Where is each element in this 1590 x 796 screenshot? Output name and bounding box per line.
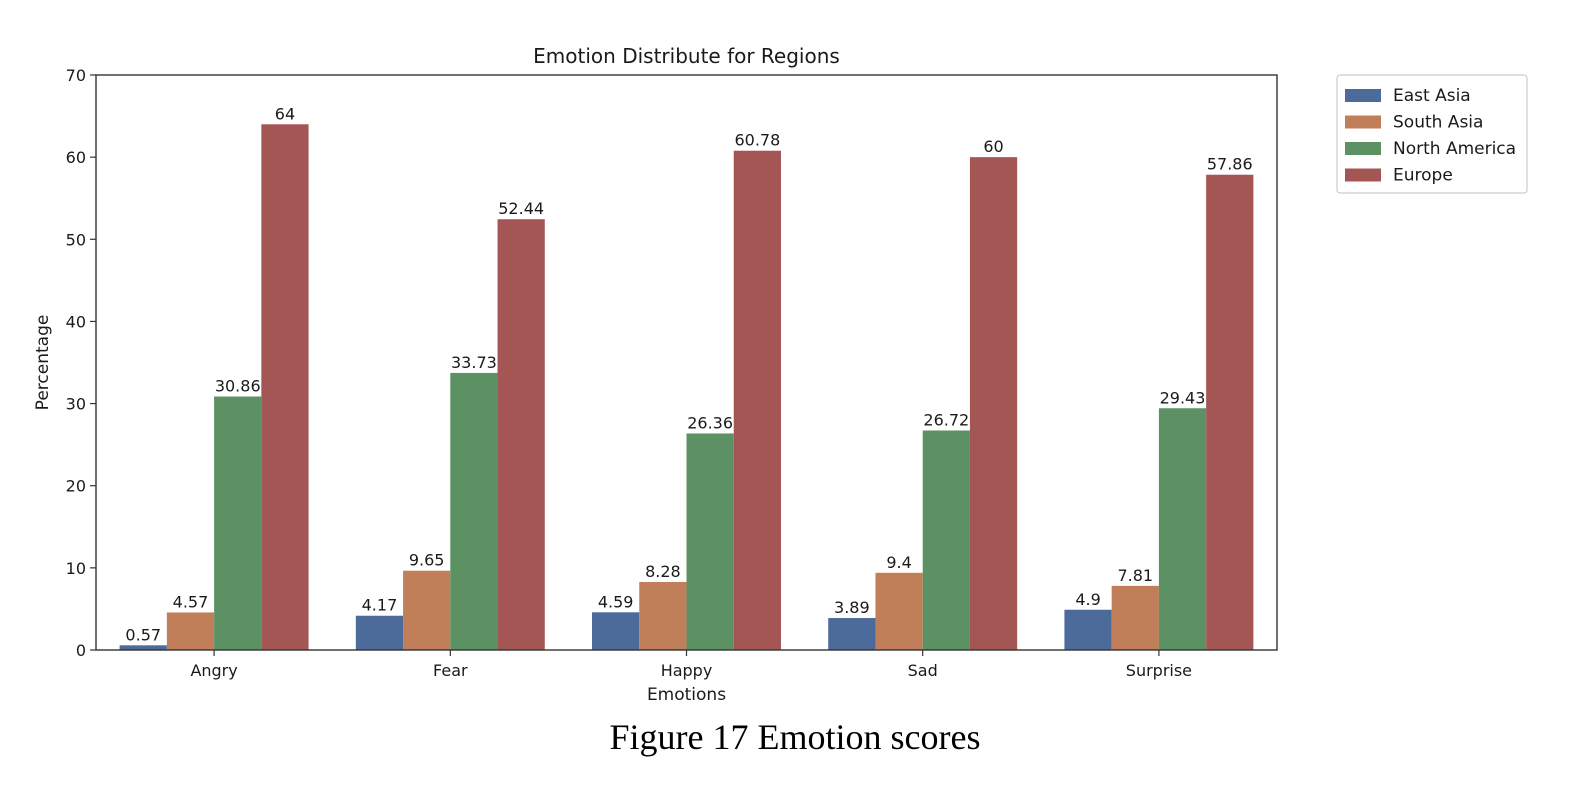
x-tick-label-angry: Angry (190, 661, 237, 680)
data-label-sad-south-asia: 9.4 (886, 553, 911, 572)
legend-swatch-north-america (1345, 142, 1381, 155)
data-label-happy-east-asia: 4.59 (598, 592, 634, 611)
data-label-angry-east-asia: 0.57 (125, 625, 161, 644)
data-label-surprise-south-asia: 7.81 (1117, 566, 1153, 585)
data-label-happy-south-asia: 8.28 (645, 562, 681, 581)
bar-fear-south-asia (403, 570, 451, 650)
x-tick-label-sad: Sad (908, 661, 938, 680)
y-tick-label-40: 40 (66, 312, 86, 331)
x-axis-label: Emotions (647, 685, 726, 705)
legend-label-south-asia: South Asia (1393, 113, 1483, 133)
y-tick-label-50: 50 (66, 230, 86, 249)
bar-surprise-north-america (1158, 408, 1207, 650)
bar-happy-north-america (686, 433, 734, 650)
data-label-angry-europe: 64 (275, 104, 295, 123)
legend-swatch-europe (1345, 168, 1381, 182)
data-label-fear-east-asia: 4.17 (362, 596, 398, 615)
x-tick-label-surprise: Surprise (1126, 661, 1192, 680)
bar-surprise-south-asia (1111, 585, 1159, 650)
x-tick-label-happy: Happy (661, 661, 713, 680)
chart-title: Emotion Distribute for Regions (533, 44, 840, 68)
figure-caption: Figure 17 Emotion scores (609, 717, 981, 757)
bar-happy-europe (733, 150, 781, 650)
data-label-surprise-east-asia: 4.9 (1075, 590, 1100, 609)
bar-angry-east-asia (119, 645, 167, 650)
y-tick-label-30: 30 (66, 395, 86, 414)
bar-angry-europe (261, 124, 309, 651)
bar-surprise-europe (1206, 174, 1254, 650)
data-label-happy-north-america: 26.36 (687, 413, 733, 432)
legend-label-north-america: North America (1393, 139, 1516, 159)
legend-box (1336, 74, 1528, 194)
y-tick-label-60: 60 (66, 148, 86, 167)
bar-surprise-east-asia (1064, 609, 1112, 650)
bar-sad-south-asia (875, 572, 923, 650)
bar-chart: Emotion Distribute for Regions 0.57 4.17 4.… (33, 44, 1528, 705)
y-tick-label-20: 20 (66, 477, 86, 496)
bar-fear-europe (497, 219, 545, 650)
y-tick-label-70: 70 (66, 66, 86, 85)
bar-fear-north-america (450, 372, 498, 650)
data-label-fear-europe: 52.44 (498, 199, 544, 218)
bar-sad-north-america (922, 430, 970, 650)
data-label-happy-europe: 60.78 (734, 131, 780, 150)
legend-label-east-asia: East Asia (1393, 86, 1471, 106)
bar-angry-south-asia (166, 612, 215, 650)
x-tick-label-fear: Fear (433, 661, 468, 680)
legend-swatch-east-asia (1345, 89, 1381, 102)
data-label-surprise-north-america: 29.43 (1160, 388, 1206, 407)
data-label-fear-south-asia: 9.65 (409, 551, 445, 570)
data-label-surprise-europe: 57.86 (1207, 155, 1253, 174)
bar-happy-south-asia (639, 581, 687, 650)
data-label-sad-north-america: 26.72 (923, 411, 969, 430)
data-label-angry-south-asia: 4.57 (173, 592, 209, 611)
bar-sad-east-asia (828, 618, 876, 650)
y-tick-label-0: 0 (76, 641, 86, 660)
y-axis-label: Percentage (33, 315, 53, 411)
legend-label-europe: Europe (1393, 166, 1453, 186)
bar-angry-north-america (214, 396, 262, 650)
y-tick-label-10: 10 (66, 559, 86, 578)
data-label-sad-europe: 60 (983, 137, 1003, 156)
legend-swatch-south-asia (1345, 115, 1381, 129)
data-label-fear-north-america: 33.73 (451, 353, 497, 372)
data-label-sad-east-asia: 3.89 (834, 598, 870, 617)
data-label-angry-north-america: 30.86 (215, 377, 261, 396)
bar-happy-east-asia (592, 612, 640, 650)
bar-sad-europe (969, 157, 1018, 650)
bar-fear-east-asia (355, 615, 404, 650)
